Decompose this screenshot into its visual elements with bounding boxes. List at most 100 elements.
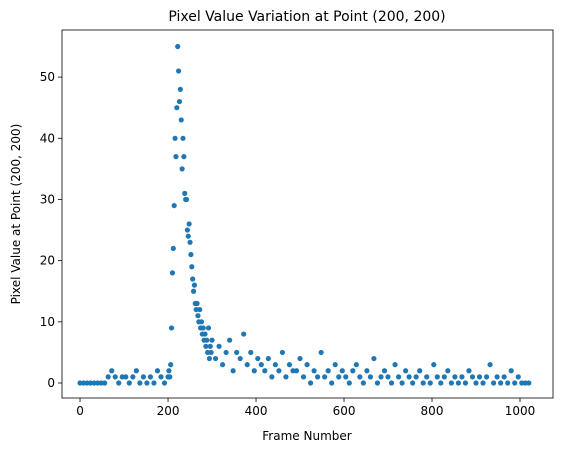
point [262, 368, 268, 374]
point [427, 380, 433, 386]
point [469, 374, 476, 380]
point [202, 331, 208, 337]
point [172, 135, 178, 141]
y-tick-label: 20 [40, 254, 55, 268]
point [283, 374, 289, 380]
point [112, 374, 118, 380]
point [186, 221, 192, 227]
point [173, 154, 179, 160]
point [392, 362, 398, 368]
point [515, 374, 521, 380]
point [315, 374, 321, 380]
point [311, 368, 317, 374]
point [526, 380, 532, 386]
x-tick-label: 1000 [505, 404, 536, 418]
point [244, 362, 250, 368]
point [195, 313, 201, 319]
point [168, 362, 174, 368]
point [374, 380, 381, 386]
point [420, 380, 426, 386]
point [466, 368, 472, 374]
point [395, 374, 402, 380]
point [204, 337, 210, 343]
point [318, 349, 324, 356]
point [388, 380, 395, 386]
point [223, 349, 229, 356]
point [137, 380, 143, 386]
point [265, 355, 271, 362]
point [197, 306, 203, 313]
point [248, 349, 254, 356]
point [207, 343, 213, 349]
point [169, 270, 176, 276]
point [227, 337, 233, 343]
point [258, 362, 264, 368]
point [167, 374, 173, 380]
point [279, 349, 286, 356]
point [417, 368, 423, 374]
point [194, 300, 200, 307]
point [505, 380, 511, 386]
point [209, 337, 215, 343]
point [109, 368, 115, 374]
point [403, 368, 409, 374]
point [105, 374, 111, 380]
point [367, 374, 374, 380]
point [255, 355, 261, 362]
point [441, 374, 447, 380]
point [424, 374, 430, 380]
x-tick-label: 0 [76, 404, 84, 418]
point [116, 380, 122, 386]
point [385, 374, 391, 380]
point [480, 380, 486, 386]
point [431, 362, 437, 368]
point [438, 380, 444, 386]
point [190, 288, 197, 294]
point [180, 135, 186, 141]
point [329, 380, 335, 386]
point [378, 374, 384, 380]
point [339, 368, 345, 374]
point [251, 368, 257, 374]
y-tick-label: 10 [40, 315, 55, 329]
y-tick-label: 50 [40, 70, 55, 84]
y-tick-label: 30 [40, 192, 55, 206]
point [219, 362, 226, 368]
point [123, 374, 129, 380]
point [158, 374, 164, 380]
point [473, 380, 479, 386]
point [234, 349, 240, 356]
point [512, 380, 518, 386]
point [151, 380, 157, 386]
point [491, 380, 497, 386]
point [168, 325, 175, 331]
point [189, 264, 195, 270]
point [346, 380, 352, 386]
point [476, 374, 483, 380]
point [304, 362, 310, 368]
point [410, 380, 416, 386]
point [448, 380, 454, 386]
point [487, 362, 493, 368]
point [276, 368, 282, 374]
point [203, 343, 209, 349]
point [187, 239, 193, 245]
point [307, 380, 314, 386]
point [357, 374, 363, 380]
point [208, 349, 214, 356]
point [237, 355, 243, 362]
point [297, 355, 303, 362]
point [126, 380, 132, 386]
point [175, 68, 182, 74]
point [241, 331, 247, 337]
point [353, 362, 359, 368]
point [174, 105, 180, 111]
point [455, 380, 462, 386]
point [300, 374, 307, 380]
point [350, 368, 356, 374]
point [399, 380, 405, 386]
point [336, 374, 342, 380]
point [462, 380, 469, 386]
point [452, 374, 458, 380]
point [185, 233, 191, 239]
